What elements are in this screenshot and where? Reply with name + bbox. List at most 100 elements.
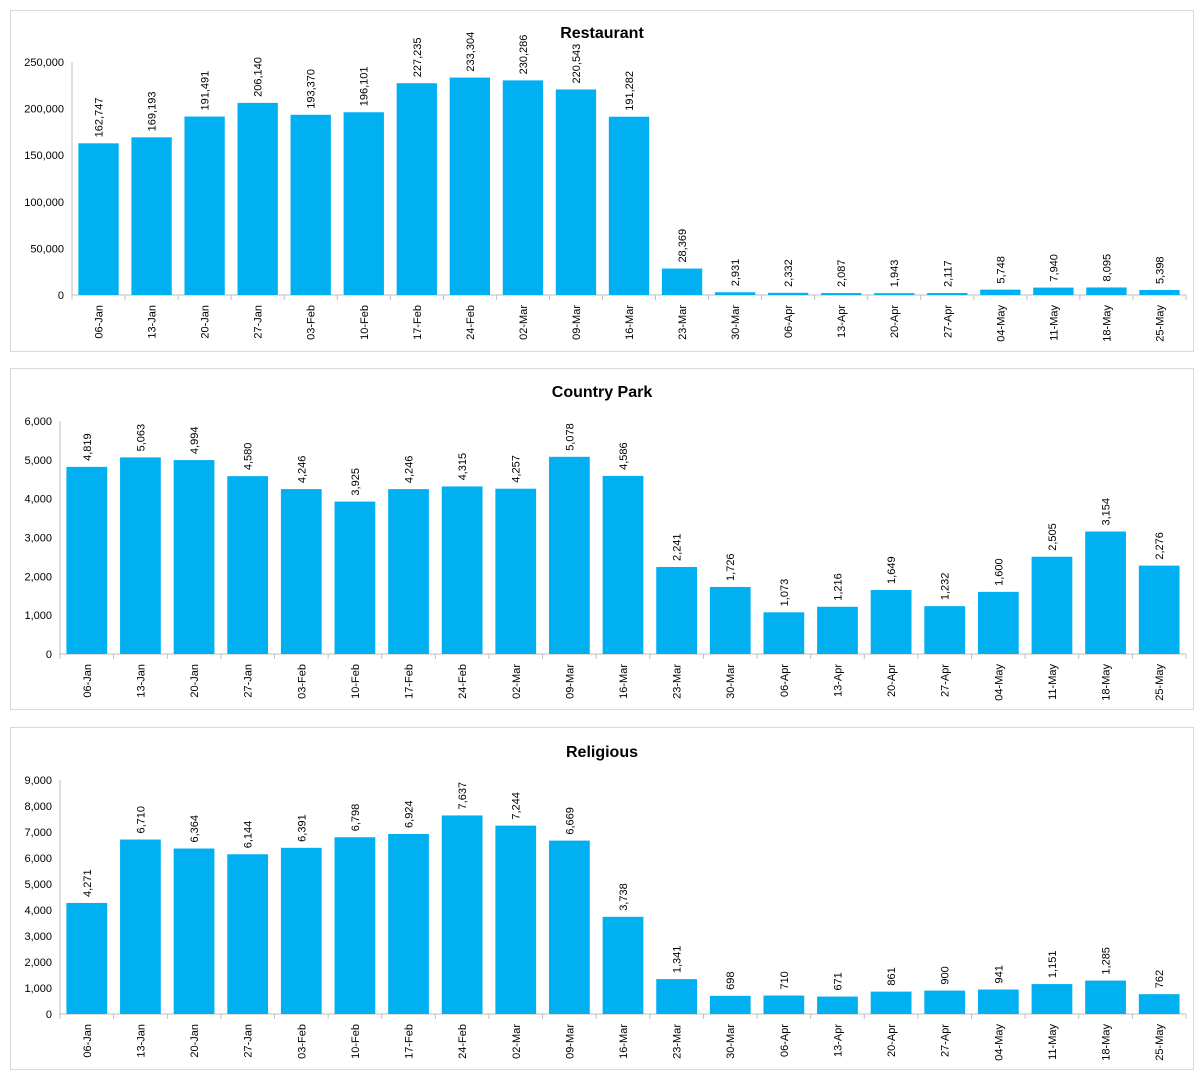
data-label: 6,144 xyxy=(243,821,255,849)
bar-country-park-13-jan xyxy=(120,457,161,654)
x-tick-label: 10-Feb xyxy=(350,1024,362,1059)
data-label: 191,282 xyxy=(624,71,636,111)
x-tick-label: 20-Apr xyxy=(886,1024,898,1057)
data-label: 7,637 xyxy=(457,782,469,810)
data-label: 941 xyxy=(993,965,1005,983)
x-tick-label: 20-Apr xyxy=(886,664,898,697)
data-label: 5,398 xyxy=(1154,256,1166,284)
data-label: 2,117 xyxy=(942,260,954,287)
bar-religious-06-apr xyxy=(763,995,805,1014)
data-label: 698 xyxy=(725,971,737,989)
y-tick-label: 200,000 xyxy=(24,104,64,116)
data-label: 28,369 xyxy=(677,229,689,263)
bar-restaurant-10-feb xyxy=(343,112,384,295)
bar-religious-06-jan xyxy=(66,902,108,1014)
data-label: 3,738 xyxy=(618,883,630,911)
y-tick-label: 1,000 xyxy=(24,610,52,622)
x-tick-label: 17-Feb xyxy=(404,664,416,699)
x-tick-label: 27-Jan xyxy=(253,305,265,339)
chart-title: Religious xyxy=(566,744,638,761)
data-label: 6,669 xyxy=(564,807,576,835)
data-label: 4,580 xyxy=(243,443,255,471)
y-tick-label: 8,000 xyxy=(24,801,52,813)
data-label: 4,315 xyxy=(457,453,469,481)
data-label: 1,726 xyxy=(725,553,737,581)
x-tick-label: 25-May xyxy=(1154,305,1166,342)
x-tick-label: 30-Mar xyxy=(730,305,742,340)
bar-religious-24-feb xyxy=(441,815,483,1014)
bar-country-park-04-may xyxy=(977,591,1019,654)
data-label: 6,364 xyxy=(189,815,201,843)
data-label: 3,925 xyxy=(350,468,362,496)
y-tick-label: 100,000 xyxy=(24,197,64,209)
data-label: 2,087 xyxy=(836,260,848,288)
bar-country-park-06-jan xyxy=(66,466,108,654)
x-tick-label: 13-Jan xyxy=(135,1024,147,1058)
bar-religious-23-mar xyxy=(656,979,697,1014)
data-label: 671 xyxy=(832,972,844,990)
bar-restaurant-24-feb xyxy=(449,77,491,295)
bar-country-park-13-apr xyxy=(817,606,858,654)
bar-religious-09-mar xyxy=(549,840,590,1014)
data-label: 227,235 xyxy=(412,37,424,77)
bar-country-park-30-mar xyxy=(709,586,751,654)
bar-restaurant-04-may xyxy=(980,289,1021,295)
bar-country-park-18-may xyxy=(1085,531,1126,654)
x-tick-label: 18-May xyxy=(1101,305,1113,342)
bar-country-park-11-may xyxy=(1031,556,1073,654)
chart-title: Restaurant xyxy=(560,25,644,42)
x-tick-label: 02-Mar xyxy=(511,664,523,699)
data-label: 193,370 xyxy=(306,69,318,109)
bar-country-park-16-mar xyxy=(602,475,644,654)
x-tick-label: 06-Jan xyxy=(94,305,106,339)
data-label: 1,232 xyxy=(940,573,952,601)
bar-religious-04-may xyxy=(977,989,1019,1014)
bar-religious-18-may xyxy=(1085,980,1126,1014)
y-tick-label: 4,000 xyxy=(24,905,52,917)
x-tick-label: 13-Apr xyxy=(836,305,848,338)
data-label: 5,078 xyxy=(564,423,576,451)
bar-restaurant-17-feb xyxy=(396,83,437,295)
data-label: 7,940 xyxy=(1048,254,1060,282)
bar-restaurant-20-jan xyxy=(184,116,225,295)
chart-title: Country Park xyxy=(552,384,653,401)
bar-religious-27-apr xyxy=(924,990,966,1014)
data-label: 206,140 xyxy=(253,57,265,97)
data-label: 4,586 xyxy=(618,442,630,470)
data-label: 710 xyxy=(779,971,791,989)
y-tick-label: 250,000 xyxy=(24,57,64,69)
x-tick-label: 23-Mar xyxy=(677,305,689,340)
data-label: 220,543 xyxy=(571,44,583,84)
data-label: 762 xyxy=(1154,970,1166,988)
y-tick-label: 1,000 xyxy=(24,983,52,995)
data-label: 4,246 xyxy=(404,456,416,484)
bar-country-park-27-jan xyxy=(227,476,269,654)
data-label: 1,073 xyxy=(779,579,791,607)
bar-restaurant-16-mar xyxy=(608,116,650,295)
bar-restaurant-06-apr xyxy=(767,292,809,295)
data-label: 5,748 xyxy=(995,256,1007,284)
x-tick-label: 20-Jan xyxy=(200,305,212,339)
data-label: 2,241 xyxy=(672,533,684,561)
restaurant-chart: Restaurant 0 50,000 100,000 150,000 200,000 25… xyxy=(24,25,1187,342)
y-tick-label: 7,000 xyxy=(24,827,52,839)
bar-religious-20-jan xyxy=(173,848,215,1014)
bar-religious-11-may xyxy=(1031,984,1073,1014)
data-label: 3,154 xyxy=(1101,498,1113,526)
data-label: 191,491 xyxy=(200,71,212,111)
x-tick-label: 24-Feb xyxy=(465,305,477,340)
x-tick-label: 06-Apr xyxy=(779,664,791,697)
y-tick-label: 0 xyxy=(46,649,52,661)
bar-country-park-20-jan xyxy=(173,460,215,654)
x-tick-label: 09-Mar xyxy=(564,664,576,699)
y-tick-label: 50,000 xyxy=(30,243,64,255)
x-tick-label: 06-Jan xyxy=(82,664,94,698)
y-tick-label: 3,000 xyxy=(24,533,52,545)
bar-religious-10-feb xyxy=(334,837,376,1014)
data-label: 6,710 xyxy=(135,806,147,834)
x-tick-label: 23-Mar xyxy=(672,1024,684,1059)
data-label: 4,994 xyxy=(189,427,201,455)
x-tick-label: 04-May xyxy=(993,1024,1005,1061)
data-label: 861 xyxy=(886,967,898,985)
x-tick-label: 09-Mar xyxy=(564,1024,576,1059)
